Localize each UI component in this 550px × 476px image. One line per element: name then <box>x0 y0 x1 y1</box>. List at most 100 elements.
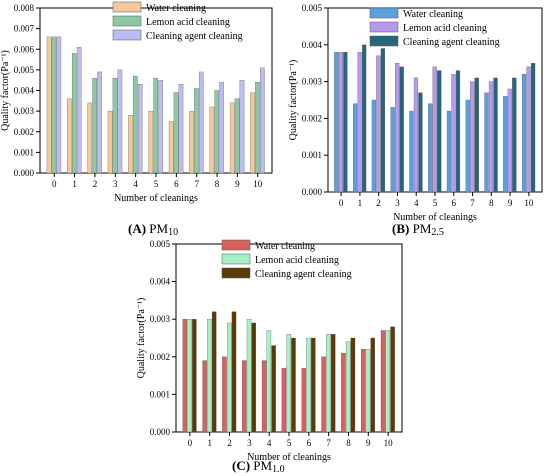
y-tick-label: 0.007 <box>14 24 35 34</box>
bar <box>128 115 133 174</box>
bar <box>362 44 367 193</box>
legend: Water cleaning Lemon acid cleaning Cleanin… <box>112 1 243 42</box>
caption-b-sub: 2.5 <box>431 227 444 238</box>
x-tick-label: 1 <box>358 198 363 208</box>
y-tick-label: 0.005 <box>150 239 171 249</box>
x-tick-label: 6 <box>174 179 179 189</box>
bar <box>521 74 527 193</box>
bar <box>189 110 194 174</box>
legend-label: Cleaning agent cleaning <box>146 31 243 42</box>
x-tick-label: 1 <box>72 179 77 189</box>
y-axis-label: Quality factor(Pa⁻¹) <box>136 298 147 379</box>
y-tick-label: 0.000 <box>14 168 35 178</box>
x-tick-label: 2 <box>227 438 232 448</box>
bar <box>219 82 224 174</box>
bar <box>229 102 235 174</box>
caption-b-base: PM <box>412 221 432 236</box>
bar <box>334 52 339 193</box>
bar <box>56 36 62 174</box>
bar <box>370 337 375 433</box>
bar <box>194 88 199 174</box>
legend-swatch <box>221 253 251 265</box>
bar <box>251 322 257 433</box>
bar <box>474 77 479 193</box>
legend-swatch <box>112 1 142 13</box>
x-tick-label: 6 <box>307 438 312 448</box>
bar <box>198 71 204 174</box>
bar <box>350 337 356 433</box>
x-tick-label: 5 <box>154 179 159 189</box>
y-tick-label: 0.003 <box>150 314 171 324</box>
x-tick-label: 0 <box>188 438 193 448</box>
bar <box>451 74 456 193</box>
chart-panel-b: 0.000 0.001 0.002 0.003 0.004 0.005 0 1 2 3 4 5 6 7 8 9… <box>278 0 550 238</box>
x-tick-label: 7 <box>326 438 331 448</box>
chart-c-svg: 0.000 0.001 0.002 0.003 0.004 0.005 0 1 2 3 4 5 6 7 8 9… <box>136 239 403 463</box>
y-tick-label: 0.005 <box>302 3 323 13</box>
x-tick-label: 3 <box>395 198 400 208</box>
caption-a-sub: 10 <box>168 227 179 238</box>
bar <box>231 311 237 433</box>
bar <box>97 71 102 174</box>
bar <box>380 330 386 433</box>
y-tick-label: 0.000 <box>302 187 323 197</box>
bar <box>137 84 143 174</box>
bar <box>260 67 265 174</box>
bar <box>503 96 508 193</box>
x-tick-label: 0 <box>339 198 344 208</box>
x-tick-label: 3 <box>113 179 118 189</box>
bar <box>484 92 489 193</box>
x-tick-label: 10 <box>253 179 263 189</box>
y-tick-label: 0.002 <box>14 127 34 137</box>
bar <box>488 81 494 193</box>
bar <box>376 55 381 193</box>
bar <box>326 334 331 433</box>
caption-a-base: PM <box>149 221 169 236</box>
bar <box>214 90 220 174</box>
bar <box>291 337 296 433</box>
bar <box>209 106 215 174</box>
bar <box>413 77 419 193</box>
caption-a: (A) PM10 <box>128 221 178 238</box>
bar <box>173 92 179 174</box>
bar <box>395 63 400 193</box>
legend-label: Lemon acid cleaning <box>403 23 487 34</box>
x-tick-label: 8 <box>346 438 351 448</box>
bar <box>117 69 123 174</box>
bar <box>330 334 336 433</box>
bar <box>227 322 232 433</box>
bar <box>530 63 536 193</box>
bar <box>207 319 212 433</box>
bar <box>353 103 358 193</box>
x-axis-label: Number of cleanings <box>247 452 331 463</box>
bar <box>266 330 272 433</box>
bar <box>153 77 158 174</box>
bar <box>51 36 57 174</box>
bar <box>361 349 366 433</box>
bar <box>246 319 252 433</box>
bar <box>158 80 163 174</box>
bar <box>187 319 192 433</box>
caption-b: (B) PM2.5 <box>392 221 444 238</box>
bar <box>112 77 118 174</box>
x-tick-label: 10 <box>384 438 394 448</box>
bar <box>67 98 72 174</box>
x-tick-label: 2 <box>93 179 98 189</box>
y-tick-label: 0.002 <box>302 113 322 123</box>
legend-swatch <box>112 29 142 41</box>
chart-a-svg: 0.000 0.001 0.002 0.003 0.004 0.005 0.006 0.007… <box>0 1 273 204</box>
chart-panel-c: 0.000 0.001 0.002 0.003 0.004 0.005 0 1 2 3 4 5 6 7 8 9… <box>128 236 408 476</box>
bar <box>211 311 217 433</box>
x-tick-label: 0 <box>52 179 57 189</box>
bar <box>255 82 260 174</box>
bar <box>526 66 531 193</box>
x-tick-label: 4 <box>133 179 138 189</box>
x-tick-label: 10 <box>524 198 534 208</box>
bar <box>250 92 255 174</box>
bar <box>286 334 291 433</box>
bar <box>222 356 227 433</box>
x-tick-label: 3 <box>247 438 252 448</box>
caption-b-letter: (B) <box>392 221 410 236</box>
legend-swatch <box>221 239 251 251</box>
bar <box>437 70 442 193</box>
